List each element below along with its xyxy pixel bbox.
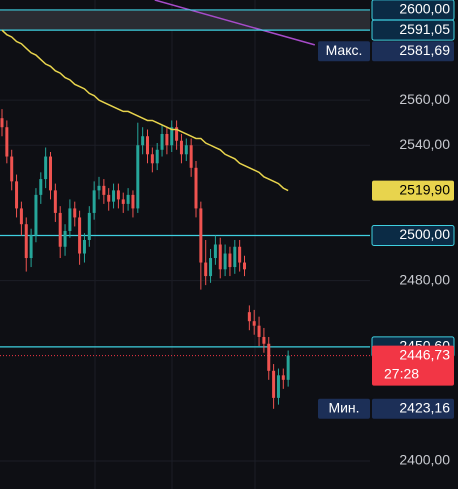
candle-body — [262, 336, 266, 344]
candle-body — [10, 156, 14, 182]
candle-body — [199, 208, 203, 263]
candle-body — [68, 208, 72, 231]
candle-body — [29, 235, 33, 259]
candle-body — [243, 262, 246, 270]
candle-body — [272, 370, 276, 398]
candle-body — [73, 208, 77, 218]
candle-body — [102, 185, 106, 195]
candle-body — [276, 375, 280, 398]
ma-label: 2519,90 — [399, 181, 450, 197]
candle-body — [179, 140, 183, 155]
candle-body — [170, 127, 174, 146]
min-label-bg — [372, 398, 454, 419]
candle-body — [53, 190, 57, 213]
candle-body — [213, 244, 217, 259]
candle-body — [146, 136, 149, 155]
candle-body — [126, 194, 130, 204]
level-label: 2591,05 — [399, 21, 450, 37]
candle-body — [141, 136, 145, 146]
level-label-bg — [371, 19, 455, 41]
trendline — [154, 0, 316, 46]
candle-body — [184, 145, 188, 155]
candle-body — [223, 253, 227, 270]
max-label-bg — [372, 41, 454, 62]
candle-body — [204, 262, 208, 277]
candle-body — [92, 190, 96, 213]
candle-body — [131, 194, 135, 209]
candle-body — [247, 312, 251, 322]
candle-body — [286, 355, 290, 380]
moving-average — [1, 29, 289, 192]
candle-body — [281, 375, 285, 380]
min-name-bg — [318, 398, 370, 419]
current-badge — [372, 345, 454, 386]
candle-body — [155, 149, 159, 164]
candle-body — [189, 145, 193, 168]
candle-body — [228, 253, 232, 268]
candle-body — [150, 154, 154, 164]
candle-body — [136, 145, 140, 209]
candle-body — [78, 217, 82, 254]
min-name: Мин. — [328, 399, 359, 415]
candle-body — [24, 224, 28, 259]
candle-body — [19, 208, 23, 225]
level-label-bg — [371, 224, 455, 246]
candle-body — [238, 246, 242, 263]
ma-label-bg — [372, 180, 454, 201]
candle-body — [121, 199, 125, 204]
candle-body — [49, 156, 52, 191]
candle-body — [44, 156, 48, 180]
candle-body — [5, 127, 9, 157]
y-tick-label: 2400,00 — [399, 452, 450, 468]
level-band — [0, 9, 370, 31]
candle-body — [58, 212, 62, 247]
candle-body — [34, 194, 38, 236]
candle-body — [175, 127, 179, 141]
level-label: 2500,00 — [399, 226, 450, 242]
max-label: 2581,69 — [399, 42, 450, 58]
candle-body — [267, 343, 271, 371]
candle-body — [252, 321, 256, 326]
y-tick-label: 2480,00 — [399, 271, 450, 287]
candle-body — [257, 325, 261, 337]
candle-body — [112, 190, 116, 202]
current-price-label: 2446,73 — [399, 346, 450, 362]
candle-body — [116, 190, 120, 200]
candle-body — [39, 179, 43, 195]
candle-body — [218, 244, 222, 270]
candle-body — [107, 194, 111, 202]
candle-body — [233, 246, 237, 268]
countdown: 27:28 — [384, 365, 419, 381]
candle-body — [209, 258, 213, 277]
max-name: Макс. — [326, 42, 363, 58]
candle-body — [165, 133, 169, 146]
candle-body — [97, 185, 101, 191]
candle-body — [87, 212, 91, 240]
y-tick-label: 2560,00 — [399, 91, 450, 107]
candle-body — [160, 133, 164, 150]
candle-body — [194, 167, 198, 209]
candle-body — [15, 181, 19, 209]
level-label: 2600,00 — [399, 1, 450, 17]
candle-body — [0, 118, 4, 128]
max-name-bg — [318, 41, 370, 62]
candle-body — [63, 230, 67, 247]
min-label: 2423,16 — [399, 399, 450, 415]
y-tick-label: 2540,00 — [399, 136, 450, 152]
candle-body — [82, 239, 86, 254]
